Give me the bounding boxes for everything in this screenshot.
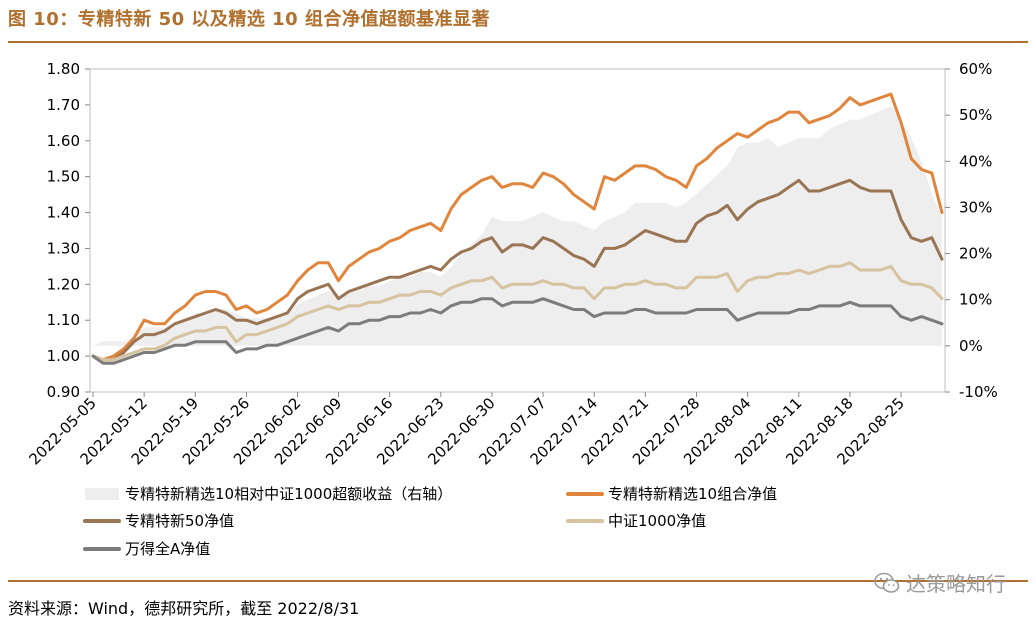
left-tick-label: 1.50 bbox=[47, 168, 80, 186]
right-tick-label: 10% bbox=[959, 291, 992, 309]
legend-label: 专精特新精选10相对中证1000超额收益（右轴） bbox=[125, 485, 452, 503]
footer-divider bbox=[8, 580, 1028, 582]
title-divider bbox=[8, 41, 1028, 43]
series-line-4 bbox=[91, 297, 944, 365]
left-tick-label: 1.10 bbox=[47, 311, 80, 329]
legend-swatch bbox=[85, 488, 119, 500]
wechat-icon bbox=[874, 572, 900, 593]
series-line-3 bbox=[91, 261, 944, 362]
left-tick-label: 1.30 bbox=[47, 239, 80, 257]
right-tick-label: 0% bbox=[959, 337, 983, 355]
chart-title: 图 10：专精特新 50 以及精选 10 组合净值超额基准显著 bbox=[8, 9, 490, 30]
source-note: 资料来源：Wind，德邦研究所，截至 2022/8/31 bbox=[8, 599, 360, 618]
right-tick-label: 50% bbox=[959, 106, 992, 124]
right-tick-label: 40% bbox=[959, 152, 992, 170]
line-chart: 0.90 1.00 1.10 1.20 1.30 1.40 1.50 1.60 1.70 1.80… bbox=[25, 60, 998, 558]
nav-lines-layer bbox=[91, 92, 944, 365]
watermark-text: 达策略知行 bbox=[906, 572, 1006, 596]
excess-return-area-layer bbox=[93, 105, 942, 346]
legend: 专精特新精选10相对中证1000超额收益（右轴） 专精特新精选10组合净值专精特新… bbox=[83, 485, 777, 558]
left-tick-label: 0.90 bbox=[47, 383, 80, 401]
excess-return-area bbox=[93, 105, 942, 346]
series-line-1 bbox=[91, 92, 944, 362]
right-tick-label: 20% bbox=[959, 245, 992, 263]
right-tick-label: 60% bbox=[959, 60, 992, 78]
plot-area bbox=[89, 68, 946, 393]
left-tick-label: 1.20 bbox=[47, 275, 80, 293]
right-tick-label: -10% bbox=[959, 383, 998, 401]
left-tick-label: 1.80 bbox=[47, 60, 80, 78]
right-tick-label: 30% bbox=[959, 198, 992, 216]
left-tick-label: 1.70 bbox=[47, 96, 80, 114]
plot-frame bbox=[89, 68, 946, 393]
left-tick-label: 1.60 bbox=[47, 132, 80, 150]
legend-label: 专精特新50净值 bbox=[125, 512, 234, 530]
legend-label: 专精特新精选10组合净值 bbox=[608, 485, 777, 503]
legend-label: 中证1000净值 bbox=[608, 512, 706, 530]
legend-label: 万得全A净值 bbox=[125, 540, 210, 558]
watermark: 达策略知行 bbox=[874, 568, 1006, 597]
left-tick-label: 1.00 bbox=[47, 347, 80, 365]
left-tick-label: 1.40 bbox=[47, 204, 80, 222]
series-line-2 bbox=[91, 178, 944, 362]
